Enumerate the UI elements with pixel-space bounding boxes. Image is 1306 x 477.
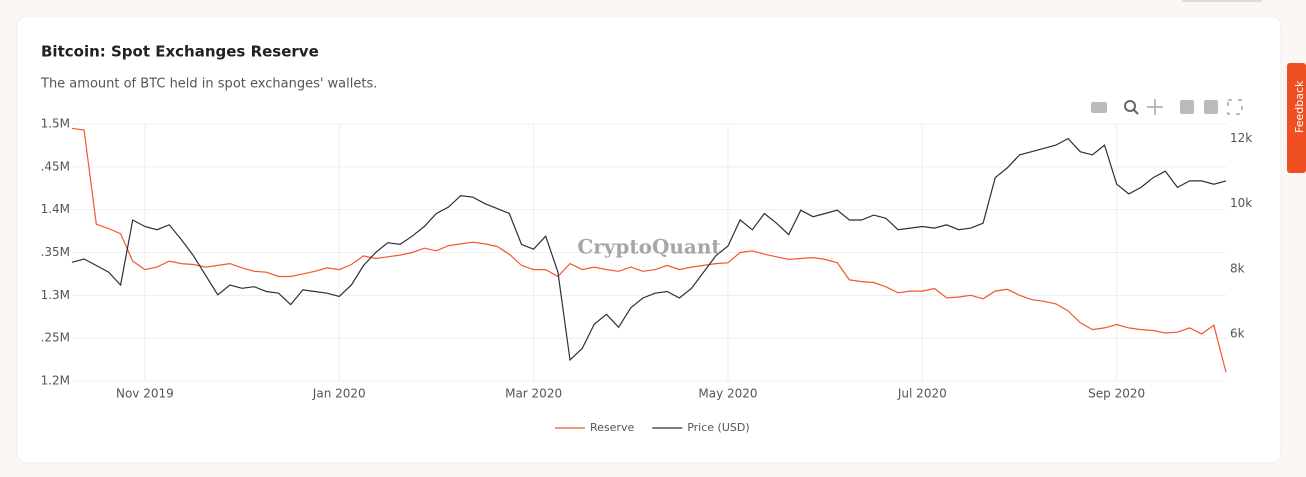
zoom-out-icon[interactable] bbox=[1204, 100, 1218, 114]
series-line bbox=[71, 137, 1227, 362]
chart-subtitle: The amount of BTC held in spot exchanges… bbox=[40, 77, 377, 92]
y2-tick-label: 8k bbox=[1230, 261, 1245, 275]
top-tab bbox=[1182, 0, 1262, 2]
x-tick-label: Mar 2020 bbox=[505, 387, 562, 401]
x-tick-label: Sep 2020 bbox=[1088, 387, 1145, 401]
chart-title: Bitcoin: Spot Exchanges Reserve bbox=[41, 43, 319, 61]
series-line bbox=[71, 127, 1227, 373]
y-tick-label: .35M bbox=[41, 245, 70, 259]
x-tick-label: Nov 2019 bbox=[116, 387, 174, 401]
y-tick-label: .25M bbox=[41, 331, 70, 345]
y-tick-label: 1.2M bbox=[41, 374, 70, 388]
camera-icon[interactable] bbox=[1091, 102, 1107, 113]
x-tick-label: Jul 2020 bbox=[897, 387, 947, 401]
watermark: CryptoQuant bbox=[577, 235, 721, 259]
feedback-tab[interactable] bbox=[1287, 63, 1306, 173]
y-tick-label: .45M bbox=[41, 159, 70, 173]
y-tick-label: 1.4M bbox=[41, 202, 70, 216]
zoom-icon[interactable] bbox=[1124, 100, 1136, 112]
pan-icon[interactable] bbox=[1147, 99, 1163, 115]
y-tick-label: 1.5M bbox=[41, 117, 70, 131]
toolbar bbox=[1091, 99, 1243, 115]
zoom-handle bbox=[1133, 109, 1139, 115]
y-tick-label: 1.3M bbox=[41, 288, 70, 302]
x-tick-label: Jan 2020 bbox=[312, 387, 366, 401]
legend-label: Reserve bbox=[590, 421, 634, 434]
zoom-in-icon[interactable] bbox=[1180, 100, 1194, 114]
autoscale-icon[interactable] bbox=[1227, 99, 1243, 115]
x-tick-label: May 2020 bbox=[698, 387, 757, 401]
feedback-label[interactable]: Feedback bbox=[1293, 80, 1306, 133]
y2-tick-label: 12k bbox=[1230, 131, 1252, 145]
plot: 1.2M .25M 1.3M .35M 1.4M .45M 1.5M 6k 8k 10k 12k No… bbox=[41, 117, 1253, 435]
legend-label: Price (USD) bbox=[687, 421, 749, 434]
y2-tick-label: 6k bbox=[1230, 326, 1245, 340]
card bbox=[16, 15, 1282, 464]
y2-tick-label: 10k bbox=[1230, 196, 1252, 210]
